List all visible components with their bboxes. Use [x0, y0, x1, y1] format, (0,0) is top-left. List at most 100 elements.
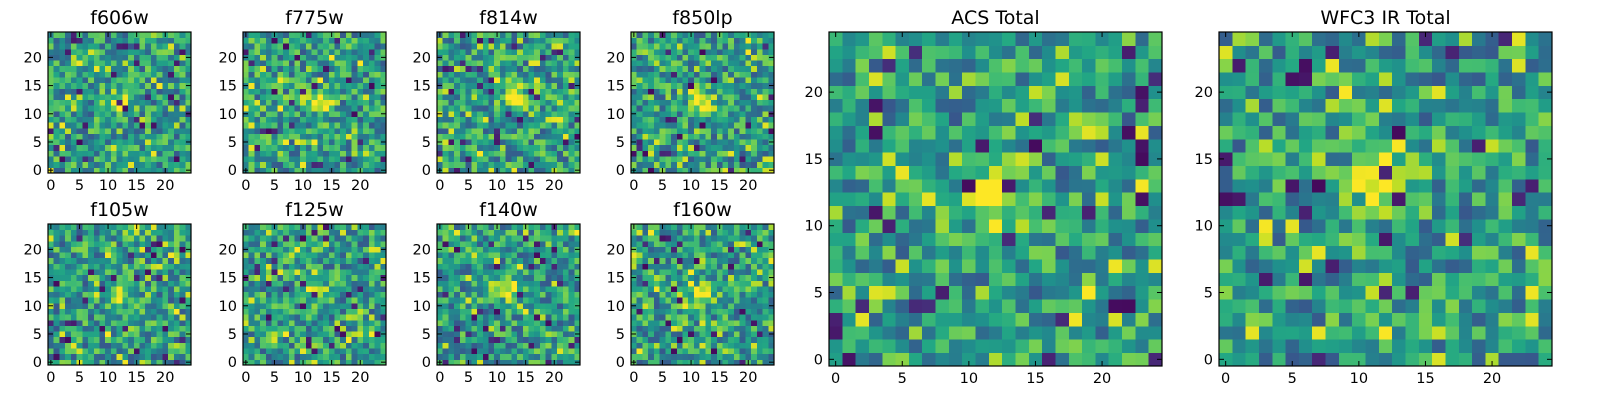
heatmap-cell: [53, 252, 60, 259]
heatmap-cell: [145, 48, 152, 55]
heatmap-cell: [499, 77, 507, 84]
heatmap-cell: [82, 167, 89, 174]
heatmap-cell: [756, 156, 763, 163]
heatmap-cell: [248, 314, 255, 321]
heatmap-cell: [1512, 312, 1526, 327]
heatmap-cell: [562, 156, 569, 163]
heatmap-cell: [99, 65, 106, 72]
heatmap-cell: [733, 77, 741, 84]
heatmap-cell: [505, 82, 512, 89]
heatmap-cell: [499, 32, 507, 39]
heatmap-cell: [93, 43, 100, 50]
heatmap-cell: [442, 139, 449, 146]
heatmap-cell: [948, 152, 963, 166]
heatmap-cell: [471, 139, 478, 146]
heatmap-cell: [1002, 272, 1016, 287]
heatmap-cell: [173, 161, 180, 168]
heatmap-cell: [380, 127, 387, 134]
heatmap-cell: [1002, 352, 1016, 367]
heatmap-cell: [99, 325, 106, 332]
heatmap-cell: [334, 291, 341, 298]
heatmap-cell: [65, 94, 72, 101]
heatmap-cell: [110, 127, 118, 134]
heatmap-cell: [300, 150, 307, 157]
heatmap-cell: [751, 167, 758, 174]
heatmap-cell: [653, 156, 660, 163]
heatmap-cell: [693, 71, 701, 78]
heatmap-cell: [676, 60, 683, 67]
heatmap-cell: [551, 88, 558, 95]
heatmap-cell: [482, 116, 489, 123]
heatmap-cell: [1068, 352, 1083, 367]
heatmap-cell: [185, 297, 192, 304]
heatmap-cell: [88, 302, 95, 309]
heatmap-cell: [1298, 299, 1313, 313]
heatmap-cell: [1312, 339, 1326, 354]
heatmap-cell: [294, 99, 301, 106]
heatmap-cell: [311, 150, 318, 157]
heatmap-cell: [1392, 245, 1406, 260]
heatmap-cell: [82, 99, 89, 106]
heatmap-cell: [539, 122, 547, 129]
heatmap-cell: [328, 127, 335, 134]
heatmap-cell: [562, 43, 569, 50]
heatmap-cell: [139, 336, 146, 343]
heatmap-cell: [368, 116, 375, 123]
heatmap-cell: [168, 133, 175, 140]
heatmap-cell: [574, 105, 581, 112]
heatmap-cell: [254, 88, 261, 95]
heatmap-cell: [311, 48, 318, 55]
heatmap-cell: [1245, 245, 1260, 260]
heatmap-cell: [150, 167, 158, 174]
heatmap-cell: [1485, 299, 1500, 313]
heatmap-cell: [328, 88, 335, 95]
heatmap-cell: [283, 60, 290, 67]
heatmap-cell: [636, 139, 643, 146]
heatmap-cell: [328, 156, 335, 163]
heatmap-cell: [1028, 325, 1043, 340]
heatmap-cell: [128, 127, 135, 134]
heatmap-cell: [1498, 219, 1513, 233]
heatmap-cell: [105, 71, 112, 78]
heatmap-cell: [1378, 138, 1393, 153]
heatmap-cell: [311, 116, 318, 123]
heatmap-cell: [711, 139, 718, 146]
heatmap-cell: [511, 156, 518, 163]
heatmap-cell: [574, 37, 581, 44]
heatmap-cell: [1432, 45, 1446, 60]
heatmap-cell: [699, 37, 706, 44]
heatmap-cell: [82, 314, 89, 321]
heatmap-cell: [110, 325, 118, 332]
heatmap-cell: [300, 286, 307, 293]
heatmap-cell: [173, 235, 180, 242]
heatmap-cell: [323, 71, 330, 78]
heatmap-cell: [1232, 245, 1247, 260]
heatmap-cell: [699, 127, 706, 134]
heatmap-cell: [688, 116, 695, 123]
heatmap-cell: [1108, 205, 1123, 220]
heatmap-cell: [488, 110, 495, 117]
y-tick-label: 15: [24, 271, 42, 287]
heatmap-cell: [179, 302, 186, 309]
heatmap-cell: [499, 150, 507, 157]
heatmap-cell: [842, 245, 857, 260]
heatmap-cell: [374, 150, 381, 157]
heatmap-cell: [288, 65, 295, 72]
heatmap-cell: [70, 99, 77, 106]
heatmap-cell: [935, 58, 950, 73]
heatmap-cell: [59, 325, 66, 332]
heatmap-cell: [271, 133, 278, 140]
heatmap-cell: [922, 299, 936, 313]
heatmap-cell: [1498, 45, 1513, 60]
heatmap-cell: [739, 48, 746, 55]
heatmap-cell: [334, 88, 341, 95]
heatmap-cell: [156, 235, 163, 242]
heatmap-cell: [922, 352, 936, 367]
heatmap-cell: [150, 82, 158, 89]
heatmap-cell: [762, 37, 769, 44]
heatmap-cell: [70, 246, 77, 253]
heatmap-cell: [1512, 45, 1526, 60]
heatmap-cell: [642, 77, 649, 84]
heatmap-cell: [1405, 205, 1420, 220]
heatmap-cell: [105, 37, 112, 44]
